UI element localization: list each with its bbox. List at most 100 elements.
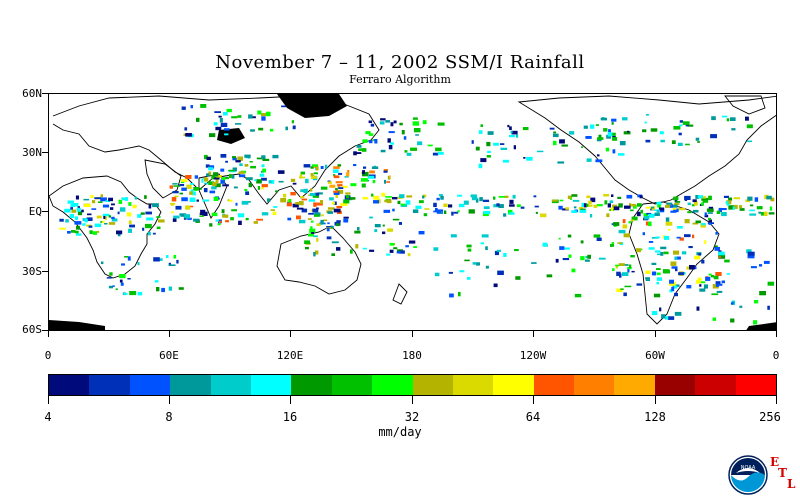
rainfall-cell <box>329 197 334 201</box>
rainfall-cell <box>675 256 681 260</box>
rainfall-cell <box>112 285 115 287</box>
colorbar-swatch <box>614 375 655 395</box>
rainfall-cell <box>316 202 323 206</box>
rainfall-cell <box>238 171 245 174</box>
rainfall-cell <box>418 231 425 235</box>
rainfall-cell <box>726 203 730 206</box>
rainfall-cell <box>701 223 706 226</box>
rainfall-cell <box>189 197 196 202</box>
rainfall-cell <box>301 198 308 201</box>
rainfall-cell <box>759 291 766 296</box>
rainfall-cell <box>754 300 759 304</box>
lat-label-30n: 30N <box>22 146 42 159</box>
rainfall-cell <box>448 204 453 208</box>
no-data-regions <box>49 94 776 330</box>
rainfall-cell <box>121 263 125 266</box>
rainfall-cell <box>362 139 368 143</box>
rainfall-cell <box>645 114 649 116</box>
rainfall-cell <box>656 281 659 285</box>
rainfall-cell <box>337 210 342 214</box>
rainfall-cell <box>497 270 504 275</box>
rainfall-cell <box>180 215 186 217</box>
rainfall-cell <box>74 216 78 220</box>
colorbar-swatch <box>412 375 453 395</box>
rainfall-cell <box>346 194 350 199</box>
rainfall-cell <box>261 155 266 160</box>
rainfall-cell <box>203 177 207 180</box>
rainfall-cell <box>704 240 707 245</box>
rainfall-cell <box>443 203 448 207</box>
rainfall-cell <box>257 110 262 115</box>
rainfall-cell <box>595 159 603 163</box>
rainfall-cell <box>327 211 333 214</box>
rainfall-cell <box>650 128 658 132</box>
rainfall-cell <box>710 275 714 278</box>
rainfall-cell <box>412 117 418 120</box>
rainfall-cell <box>509 212 515 215</box>
rainfall-cell <box>677 226 683 229</box>
rainfall-cell <box>654 212 660 216</box>
rainfall-cell <box>619 273 622 278</box>
rainfall-cell <box>686 285 692 289</box>
rainfall-cell <box>137 291 143 296</box>
rainfall-cell <box>168 286 173 291</box>
rainfall-cell <box>628 221 632 224</box>
rainfall-cell <box>587 254 591 259</box>
rainfall-cell <box>393 120 397 124</box>
rainfall-cell <box>238 220 242 225</box>
rainfall-cell <box>609 200 614 204</box>
rainfall-cell <box>624 285 632 288</box>
rainfall-cell <box>603 194 610 197</box>
rainfall-cell <box>190 105 193 109</box>
rainfall-cell <box>126 212 132 217</box>
rainfall-cell <box>388 175 391 180</box>
rainfall-cell <box>697 195 703 199</box>
rainfall-cell <box>168 264 176 266</box>
rainfall-cell <box>311 164 318 167</box>
rainfall-cell <box>655 250 661 253</box>
rainfall-cell <box>590 197 596 203</box>
rainfall-cell <box>567 234 572 238</box>
colorbar-label-64: 64 <box>525 410 541 424</box>
rainfall-cell <box>241 200 249 205</box>
rainfall-cell <box>749 204 754 207</box>
rainfall-cell <box>399 250 405 254</box>
rainfall-cell <box>467 277 471 280</box>
rainfall-cell <box>581 202 585 208</box>
rainfall-cell <box>399 122 403 126</box>
rainfall-cell <box>536 150 544 153</box>
new-zealand-coastline <box>392 283 408 305</box>
rainfall-cell <box>493 196 496 200</box>
rainfall-cell <box>770 197 775 202</box>
rainfall-cell <box>699 288 706 292</box>
colorbar-label-256: 256 <box>759 410 781 424</box>
rainfall-cell <box>509 134 515 138</box>
rainfall-map <box>48 93 777 331</box>
rainfall-cell <box>363 166 367 169</box>
rainfall-cell <box>769 206 773 211</box>
rainfall-cell <box>309 228 316 233</box>
rainfall-cell <box>311 175 317 179</box>
rainfall-cell <box>100 221 103 223</box>
rainfall-cell <box>213 177 220 180</box>
rainfall-cell <box>316 207 319 210</box>
rainfall-cell <box>622 219 626 224</box>
rainfall-cell <box>436 209 444 214</box>
rainfall-cell <box>124 256 128 258</box>
rainfall-cell <box>612 135 616 138</box>
rainfall-cell <box>215 183 221 188</box>
rainfall-cell <box>333 175 340 179</box>
rainfall-cell <box>295 202 302 205</box>
rainfall-cell <box>100 197 107 202</box>
rainfall-cell <box>470 194 477 198</box>
rainfall-cell <box>108 222 116 225</box>
rainfall-cell <box>270 209 275 211</box>
rainfall-cell <box>514 249 519 252</box>
rainfall-cell <box>222 214 229 218</box>
rainfall-cell <box>312 194 319 198</box>
rainfall-cell <box>386 199 392 204</box>
rainfall-cell <box>618 153 625 156</box>
rainfall-cell <box>356 145 362 148</box>
y-tick <box>42 330 48 331</box>
colorbar-label-32: 32 <box>404 410 420 424</box>
